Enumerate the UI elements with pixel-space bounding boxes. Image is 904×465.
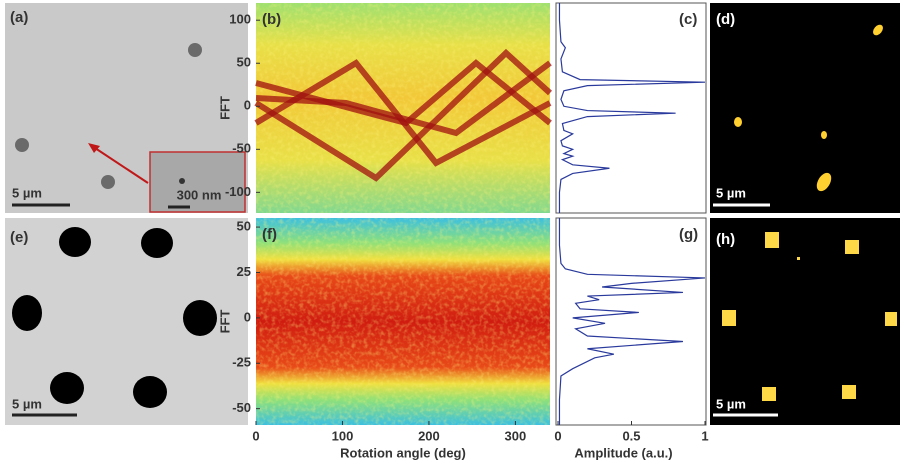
arrow-head bbox=[88, 143, 100, 153]
x-tick-label: 200 bbox=[418, 428, 440, 443]
spots bbox=[722, 232, 897, 401]
x-tick-label: 100 bbox=[332, 428, 354, 443]
y-axis-label: FFT bbox=[217, 310, 232, 334]
panel-label: (h) bbox=[716, 231, 735, 248]
spots bbox=[734, 24, 883, 192]
inset bbox=[149, 151, 246, 213]
x-tick-label: 0 bbox=[252, 428, 259, 443]
particles bbox=[12, 227, 217, 408]
y-tick-label: -100 bbox=[225, 184, 251, 199]
y-tick-label: 50 bbox=[237, 55, 251, 70]
scale-label: 5 µm bbox=[716, 185, 746, 200]
heatmap-trace bbox=[255, 59, 552, 127]
y-tick-label: 0 bbox=[244, 309, 251, 324]
panel-label: (e) bbox=[10, 229, 28, 246]
particles bbox=[15, 43, 202, 189]
inset-particle bbox=[179, 178, 185, 184]
x-tick-label: 300 bbox=[505, 428, 527, 443]
plot-frame bbox=[555, 217, 707, 426]
x-axis-label: Amplitude (a.u.) bbox=[574, 445, 672, 460]
amplitude-line bbox=[558, 218, 706, 425]
panel-label: (b) bbox=[262, 11, 281, 28]
panel-label: (f) bbox=[262, 226, 277, 243]
y-tick-label: 25 bbox=[237, 264, 251, 279]
heatmap-texture bbox=[256, 218, 550, 425]
plot-frame bbox=[555, 2, 707, 214]
scale-label: 5 µm bbox=[12, 396, 42, 411]
x-tick-label: 1 bbox=[701, 428, 708, 443]
micrograph bbox=[710, 218, 900, 425]
scale-label: 5 µm bbox=[12, 185, 42, 200]
panel-label: (c) bbox=[679, 11, 697, 28]
y-tick-label: 100 bbox=[229, 12, 251, 27]
y-tick-label: -25 bbox=[232, 355, 251, 370]
x-tick-label: 0.5 bbox=[622, 428, 640, 443]
panel-label: (g) bbox=[679, 226, 698, 243]
x-tick-label: 0 bbox=[554, 428, 561, 443]
y-axis-label: FFT bbox=[217, 96, 232, 120]
micrograph bbox=[710, 3, 900, 213]
heatmap-trace bbox=[254, 59, 552, 167]
y-tick-label: -50 bbox=[232, 400, 251, 415]
panel-label: (a) bbox=[10, 9, 28, 26]
x-axis-label: Rotation angle (deg) bbox=[340, 445, 466, 460]
scale-label: 5 µm bbox=[716, 396, 746, 411]
panel-label: (d) bbox=[716, 11, 735, 28]
y-tick-label: 0 bbox=[244, 98, 251, 113]
amplitude-line bbox=[558, 3, 706, 213]
y-tick-label: 50 bbox=[237, 219, 251, 234]
inset-scale-label: 300 nm bbox=[177, 187, 222, 202]
heatmap-texture bbox=[256, 3, 550, 213]
y-tick-label: -50 bbox=[232, 141, 251, 156]
heatmap-trace bbox=[254, 48, 553, 182]
arrow bbox=[94, 147, 149, 184]
